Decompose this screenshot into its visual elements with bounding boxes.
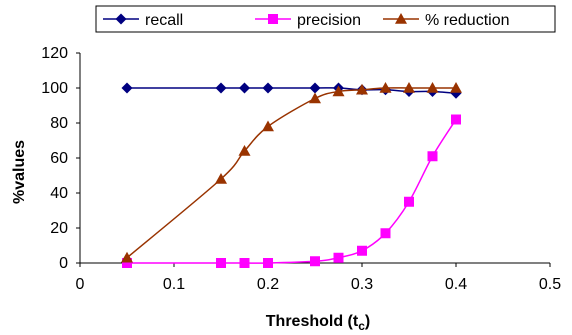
legend-box [95, 5, 556, 33]
x-tick-label: 0.4 [445, 276, 467, 293]
data-point-recall [262, 82, 274, 94]
data-point-precision [404, 196, 414, 207]
plot-area: 0 20 40 60 80 100 120 0 0.1 0.2 0.3 0.4 0.5 [41, 45, 561, 293]
y-axis: 0 20 40 60 80 100 120 [41, 45, 81, 272]
data-point-reduction [403, 82, 415, 93]
legend-marker-reduction [395, 13, 407, 24]
data-point-reduction [356, 83, 368, 95]
data-point-reduction [450, 82, 462, 93]
series-line-precision [127, 119, 457, 264]
y-tick-label: 0 [59, 255, 68, 272]
series-precision [122, 114, 461, 268]
series-line-reduction [126, 87, 456, 259]
legend-marker-precision [268, 14, 278, 24]
data-point-precision [357, 245, 367, 256]
x-axis-title-close: ) [365, 313, 370, 330]
data-point-precision [216, 258, 226, 268]
data-point-precision [451, 114, 461, 125]
data-point-precision [427, 151, 438, 162]
series-reduction [121, 82, 462, 263]
data-point-precision [333, 252, 344, 263]
legend-label-precision: precision [297, 12, 361, 29]
data-point-reduction [262, 120, 274, 132]
x-tick-label: 0 [76, 276, 85, 293]
data-point-precision [380, 228, 391, 239]
data-point-recall [239, 82, 250, 94]
data-point-reduction [332, 85, 345, 97]
data-point-reduction [238, 145, 251, 156]
data-point-precision [310, 256, 320, 267]
data-point-precision [263, 258, 273, 268]
legend-item-precision: precision [255, 12, 361, 29]
legend-label-reduction: % reduction [425, 12, 510, 29]
y-tick-label: 40 [50, 185, 68, 202]
legend-item-reduction: % reduction [383, 12, 510, 29]
series-layer [121, 82, 462, 268]
y-tick-label: 100 [41, 80, 68, 97]
data-point-precision [239, 258, 250, 268]
legend: recall precision % reduction [95, 5, 556, 33]
data-point-reduction [379, 82, 392, 93]
legend-item-recall: recall [103, 12, 183, 29]
legend-marker-recall [115, 13, 127, 25]
y-axis-title: %values [11, 140, 28, 204]
data-point-recall [309, 82, 321, 94]
data-point-reduction [215, 173, 227, 184]
data-point-reduction [426, 82, 439, 93]
legend-label-recall: recall [145, 12, 183, 29]
x-tick-label: 0.3 [351, 276, 373, 293]
data-point-reduction [309, 92, 321, 104]
x-axis-title: Threshold (tc) [266, 313, 370, 333]
x-tick-label: 0.1 [163, 276, 185, 293]
data-point-precision [122, 258, 132, 268]
x-axis: 0 0.1 0.2 0.3 0.4 0.5 [76, 262, 561, 293]
x-axis-title-main: Threshold (t [266, 313, 359, 330]
y-tick-label: 120 [41, 45, 68, 62]
data-point-recall [215, 82, 227, 94]
y-tick-label: 20 [50, 220, 68, 237]
x-tick-label: 0.5 [539, 276, 561, 293]
data-point-recall [121, 82, 133, 94]
x-tick-label: 0.2 [257, 276, 279, 293]
x-axis-title-subscript: c [358, 319, 365, 333]
data-point-reduction [121, 251, 133, 263]
y-tick-label: 60 [50, 150, 68, 167]
y-tick-label: 80 [50, 115, 68, 132]
